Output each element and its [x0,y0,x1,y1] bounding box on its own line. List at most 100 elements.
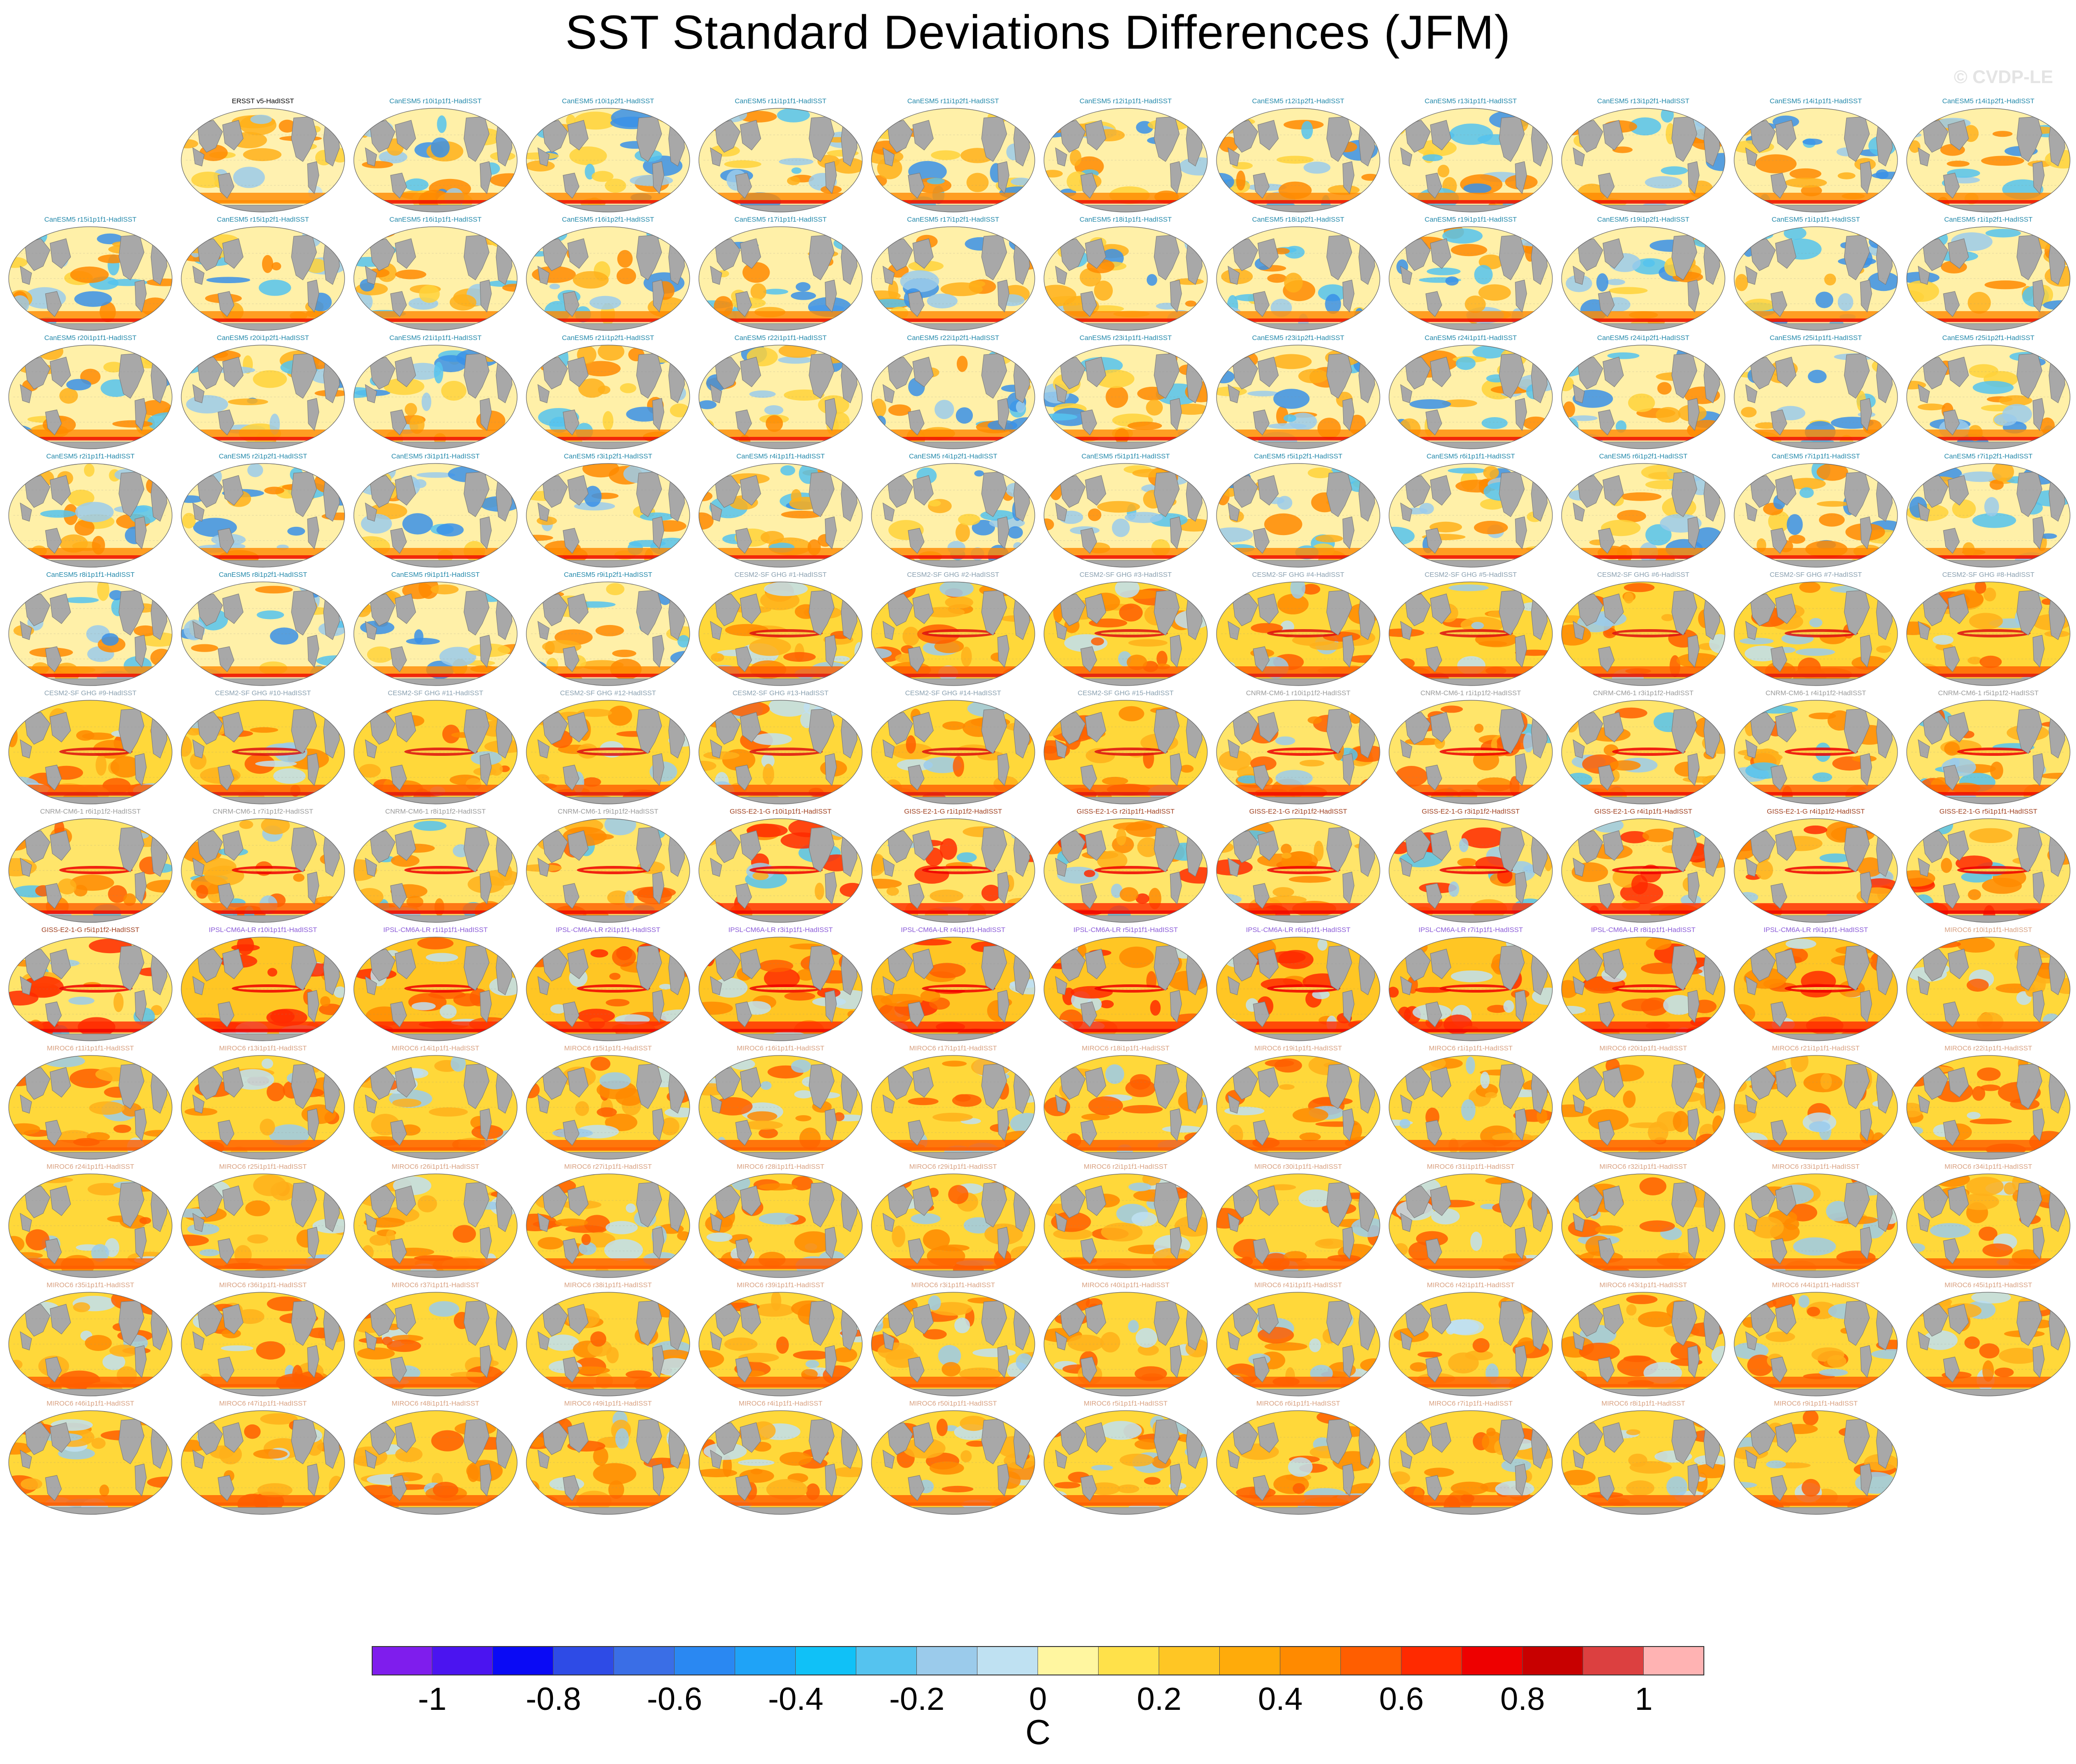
anomaly-blob [1279,1084,1295,1090]
map-outline [1734,581,1898,686]
land-mass [1425,1238,1442,1264]
anomaly-blob [1010,178,1032,186]
land-mass [1770,291,1787,317]
land-mass [365,1094,377,1114]
anomaly-blob [1712,109,1722,120]
anomaly-blob [1301,584,1321,595]
anomaly-blob [1275,736,1295,745]
land-mass [636,1063,662,1109]
anomaly-blob [1189,1142,1206,1159]
land-mass [1577,357,1603,390]
map [1389,226,1553,331]
southern-ocean-edge [871,318,1035,322]
southern-ocean-edge [1217,910,1380,914]
land-mass [1736,1270,1896,1278]
map-outline [871,1055,1035,1160]
land-mass [981,234,1007,280]
map-panel: MIROC6 r26i1p1f1-HadISST [352,1161,519,1279]
anomaly-blob [313,317,337,330]
land-mass [1060,357,1086,390]
anomaly-blob [1465,296,1486,313]
land-mass [192,502,205,522]
anomaly-blob [153,469,172,481]
land-mass [981,945,1007,991]
anomaly-blob [1981,156,2025,166]
land-mass [365,739,377,759]
anomaly-blob [778,356,813,364]
land-mass [1228,266,1240,285]
land-mass [1391,560,1551,567]
anomaly-blob [760,531,784,544]
land-mass [887,830,913,863]
land-mass [1770,646,1787,672]
map [181,1055,345,1160]
anomaly-blob [608,705,632,726]
map-outline [871,937,1035,1041]
anomaly-blob [502,1135,517,1154]
land-mass [1430,830,1451,861]
map-panel: CESM2-SF GHG #9-HadISST [6,687,174,806]
anomaly-blob [317,943,345,951]
map-panel: MIROC6 r19i1p1f1-HadISST [1214,1043,1382,1161]
land-mass [1844,826,1870,872]
land-mass [1909,797,2068,804]
land-mass [528,797,688,804]
anomaly-blob [404,403,417,416]
anomaly-blob [1128,1183,1151,1191]
anomaly-blob [1146,399,1163,416]
anomaly-blob [267,1083,285,1101]
land-mass [1844,353,1870,399]
panel-title: CanESM5 r15i1p2f1-HadISST [217,216,309,223]
panel-title: CanESM5 r7i1p1f1-HadISST [1771,452,1860,460]
anomaly-blob [1648,1122,1669,1143]
land-mass [183,1389,343,1396]
anomaly-blob [76,730,95,741]
anomaly-blob [630,175,673,186]
southern-ocean-edge [1562,792,1725,796]
anomaly-blob [581,1234,591,1245]
land-mass [1770,883,1787,909]
anomaly-blob [1049,482,1062,500]
anomaly-blob [483,938,517,951]
land-mass [218,291,234,317]
map-panel: MIROC6 r24i1p1f1-HadISST [6,1161,174,1279]
map [1044,463,1208,568]
map-panel: CanESM5 r18i1p2f1-HadISST [1214,214,1382,332]
land-mass [1060,475,1086,508]
anomaly-blob [1624,583,1655,592]
land-mass [542,712,568,745]
southern-ocean-edge [181,318,345,322]
land-mass [222,1304,244,1334]
land-mass [636,945,662,991]
map [1734,1055,1898,1160]
anomaly-blob [492,312,512,330]
land-mass [1602,830,1624,861]
land-mass [356,323,515,330]
panel-title: MIROC6 r29i1p1f1-HadISST [909,1163,997,1171]
land-mass [528,1152,688,1159]
anomaly-blob [369,1234,389,1246]
anomaly-blob [228,398,268,405]
southern-ocean-edge [1044,910,1207,914]
map-outline [181,345,345,449]
panel-title: CanESM5 r4i1p2f1-HadISST [909,452,998,460]
map-panel: MIROC6 r33i1p1f1-HadISST [1732,1161,1900,1279]
map [1906,1173,2070,1278]
land-mass [1055,621,1067,640]
southern-ocean-edge [1044,437,1207,441]
panel-title: MIROC6 r14i1p1f1-HadISST [391,1044,480,1052]
anomaly-blob [875,548,893,562]
anomaly-blob [1641,464,1682,480]
map [353,937,518,1041]
land-mass [1563,560,1723,567]
anomaly-blob [1459,838,1469,852]
map [698,700,863,804]
anomaly-blob [871,1060,900,1069]
land-mass [1860,398,1872,431]
anomaly-blob [2044,1061,2068,1072]
land-mass [2016,945,2043,991]
land-mass [1687,1227,1700,1260]
land-mass [1425,409,1442,435]
map [1906,1055,2070,1160]
anomaly-blob [1918,403,1946,411]
